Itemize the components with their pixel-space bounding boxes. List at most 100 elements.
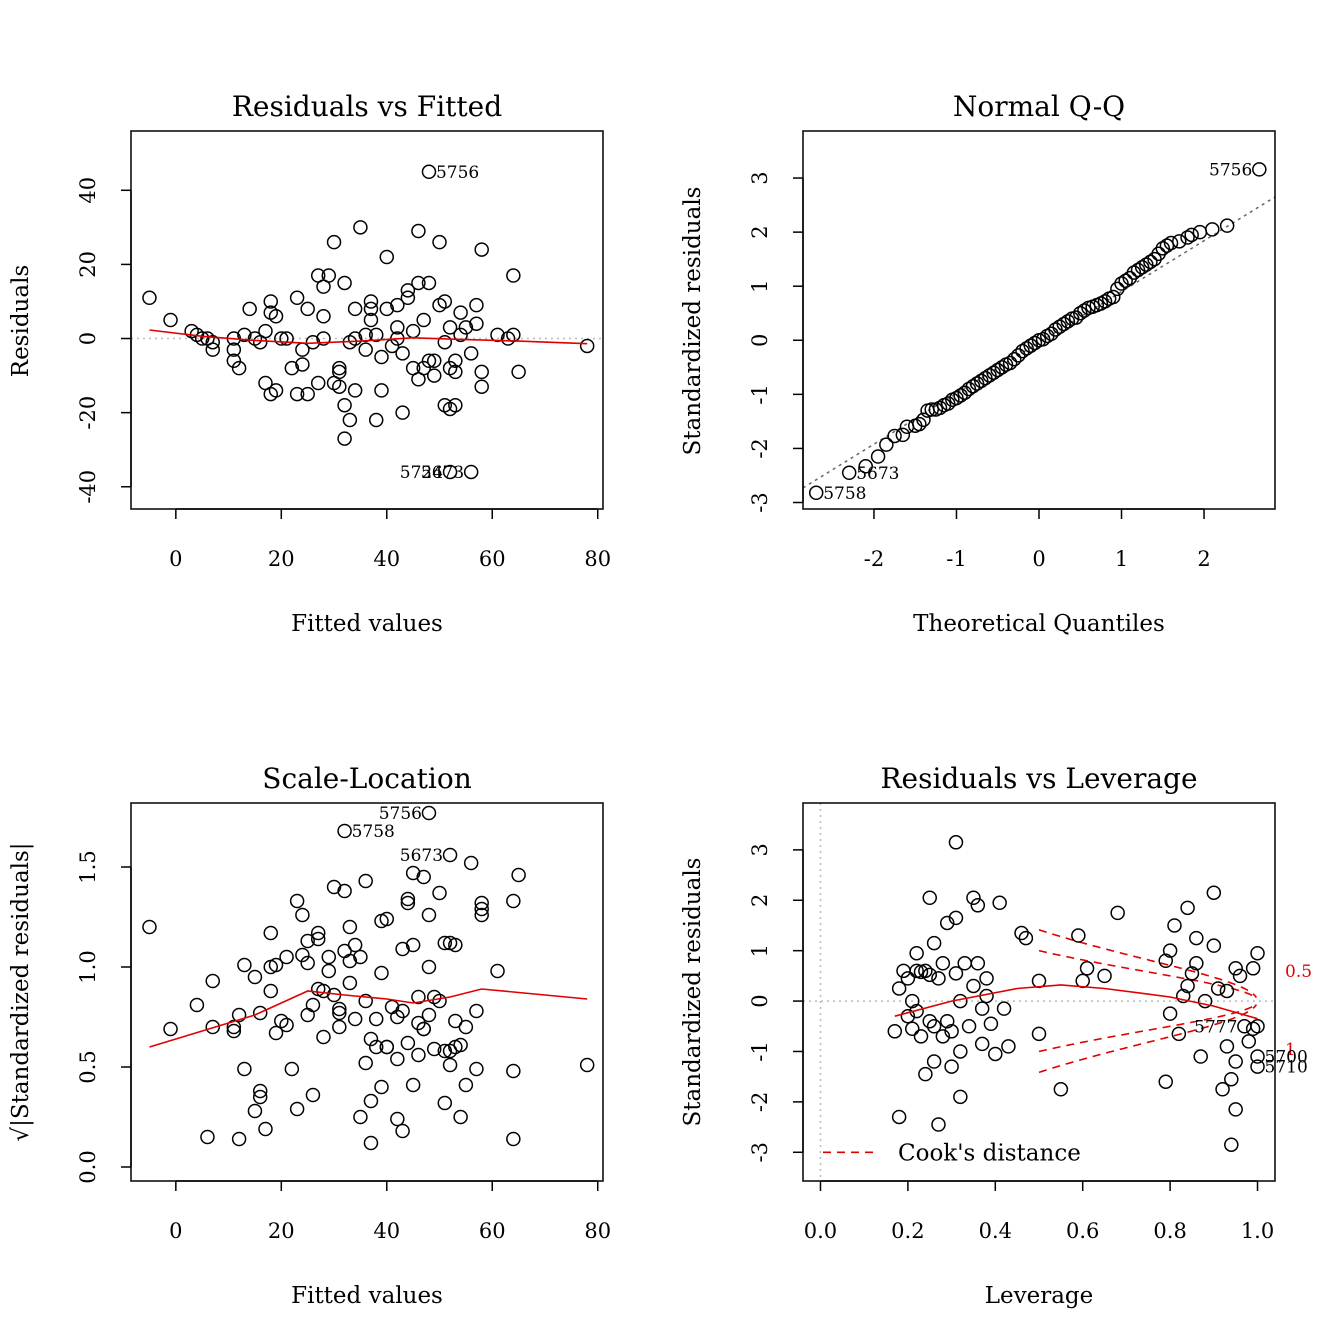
sl-data-point bbox=[411, 989, 426, 1005]
sl-data-point bbox=[310, 931, 326, 947]
rvl-data-point bbox=[1250, 1059, 1265, 1074]
rvl-x-tick-label: 0.0 bbox=[804, 1219, 837, 1243]
rvl-data-point bbox=[1079, 961, 1095, 976]
rvf-data-point bbox=[258, 323, 273, 339]
qq-data-point bbox=[940, 396, 956, 411]
rvf-data-point bbox=[326, 234, 342, 250]
rvf-xlabel: Fitted values bbox=[291, 611, 443, 637]
rvf-point-label: 5756 bbox=[436, 163, 479, 183]
rvl-data-point bbox=[1228, 961, 1243, 976]
rvf-data-point bbox=[448, 397, 463, 413]
rvl-data-point bbox=[1228, 1102, 1243, 1117]
qq-data-point bbox=[1219, 218, 1235, 233]
sl-data-point bbox=[305, 1087, 321, 1103]
rvl-data-point bbox=[1158, 1074, 1173, 1089]
rvl-data-point bbox=[1241, 1034, 1257, 1049]
sl-data-point bbox=[300, 933, 315, 949]
rvf-data-point bbox=[300, 301, 315, 317]
sl-data-point bbox=[321, 963, 337, 979]
sl-data-point bbox=[474, 901, 489, 917]
rvl-x-tick-label: 0.6 bbox=[1066, 1219, 1099, 1243]
rvl-data-point bbox=[935, 1029, 951, 1044]
rvf-data-point bbox=[353, 220, 368, 235]
qq-data-point bbox=[1155, 241, 1171, 256]
qq-x-tick-label: 0 bbox=[1032, 547, 1045, 571]
rvl-data-point bbox=[1171, 1026, 1187, 1042]
sl-data-point bbox=[310, 925, 326, 941]
rvl-x-tick-label: 0.4 bbox=[979, 1219, 1012, 1243]
qq-x-tick-label: -1 bbox=[946, 547, 966, 571]
rvl-data-point bbox=[944, 1024, 959, 1039]
rvl-data-point bbox=[1031, 973, 1047, 989]
rvf-data-point bbox=[405, 323, 421, 339]
rvl-point-label: 5777 bbox=[1194, 1017, 1237, 1037]
rvf-data-point bbox=[411, 223, 426, 239]
sl-data-point bbox=[416, 1021, 431, 1037]
qq-y-tick-label: 0 bbox=[748, 334, 772, 347]
rvl-data-point bbox=[935, 956, 951, 971]
rvl-data-point bbox=[1219, 983, 1235, 999]
sl-data-point bbox=[300, 1007, 315, 1023]
qq-x-tick-label: 2 bbox=[1197, 547, 1210, 571]
qq-data-point bbox=[1143, 254, 1158, 270]
qq-data-point bbox=[949, 390, 964, 406]
rvl-data-point bbox=[1189, 956, 1204, 971]
qq-data-point bbox=[1015, 343, 1030, 359]
rvl-data-point bbox=[922, 967, 937, 983]
qq-y-tick-label: -3 bbox=[748, 492, 772, 512]
sl-data-point bbox=[400, 895, 416, 911]
sl-data-point bbox=[448, 937, 463, 953]
rvl-data-point bbox=[1237, 1019, 1252, 1034]
qq-data-point bbox=[973, 373, 989, 389]
sl-data-point bbox=[316, 983, 331, 999]
sl-data-point bbox=[379, 911, 395, 927]
rvf-data-point bbox=[226, 353, 242, 369]
rvf-data-point bbox=[411, 275, 426, 291]
rvf-data-point bbox=[295, 357, 310, 372]
rvf-data-point bbox=[347, 383, 363, 398]
sl-x-tick-label: 40 bbox=[373, 1219, 400, 1243]
qq-point-label: 5758 bbox=[823, 484, 866, 504]
sl-data-point bbox=[231, 1007, 247, 1023]
rvf-data-point bbox=[332, 364, 347, 380]
rvl-xlabel: Leverage bbox=[985, 1283, 1094, 1309]
qq-data-point bbox=[986, 365, 1001, 380]
sl-data-point bbox=[337, 883, 352, 899]
qq-title: Normal Q-Q bbox=[953, 90, 1125, 123]
rvf-data-point bbox=[426, 368, 442, 383]
rvl-data-point bbox=[944, 1059, 959, 1074]
sl-data-point bbox=[395, 1123, 410, 1139]
qq-data-point bbox=[982, 368, 997, 383]
rvl-data-point bbox=[909, 1003, 924, 1019]
rvf-data-point bbox=[474, 364, 489, 380]
qq-data-point bbox=[1134, 260, 1150, 275]
qq-data-point bbox=[961, 381, 977, 397]
sl-data-point bbox=[142, 919, 157, 935]
rvl-data-point bbox=[891, 981, 907, 996]
rvf-data-point bbox=[289, 386, 305, 402]
sl-data-point bbox=[363, 1093, 379, 1109]
rvf-data-point bbox=[310, 375, 326, 391]
qq-data-point bbox=[1035, 331, 1051, 347]
rvf-data-point bbox=[437, 294, 453, 309]
sl-data-point bbox=[374, 1079, 389, 1095]
rvf-data-point bbox=[332, 360, 347, 376]
qq-data-point bbox=[858, 459, 873, 474]
sl-xlabel: Fitted values bbox=[291, 1283, 443, 1309]
sl-data-point bbox=[332, 1005, 347, 1021]
qq-data-point bbox=[1205, 222, 1220, 237]
rvf-data-point bbox=[274, 331, 289, 346]
rvl-data-point bbox=[966, 978, 981, 994]
rvf-data-point bbox=[390, 320, 405, 335]
rvl-data-point bbox=[970, 956, 986, 971]
sl-data-point bbox=[279, 949, 294, 965]
rvf-data-point bbox=[231, 360, 247, 376]
qq-data-point bbox=[969, 376, 985, 391]
rvf-data-point bbox=[279, 331, 294, 346]
sl-data-point bbox=[295, 907, 310, 923]
rvl-data-point bbox=[922, 890, 937, 906]
sl-data-point bbox=[237, 1061, 252, 1077]
qq-data-point bbox=[978, 370, 993, 386]
sl-smooth-line bbox=[149, 988, 588, 1048]
